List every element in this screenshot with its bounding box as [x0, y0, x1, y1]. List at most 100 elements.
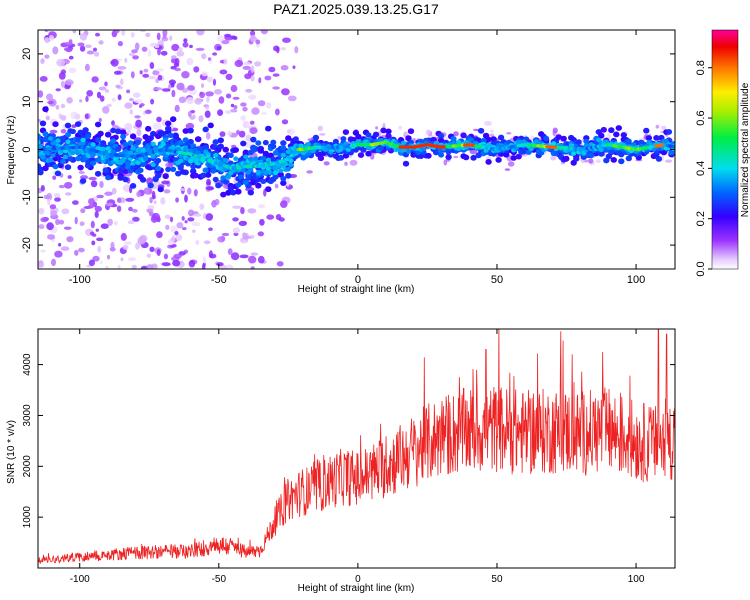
spectrogram-cell	[510, 155, 517, 161]
spectrogram-cell	[372, 131, 380, 138]
spectrogram-cell	[127, 130, 132, 135]
spectrogram-cell	[154, 44, 160, 49]
spectrogram-cell	[47, 100, 55, 105]
spectrogram-cell	[233, 105, 238, 110]
spectrogram-cell	[111, 187, 117, 195]
spectrogram-cell	[132, 55, 140, 60]
spectrogram-cell	[40, 185, 45, 192]
spectrogram-cell	[187, 127, 194, 134]
spectrogram-cell	[305, 142, 311, 147]
spectrogram-cell	[113, 220, 118, 226]
spectrogram-cell	[92, 201, 98, 208]
spectrogram-cell	[182, 227, 187, 231]
spectrogram-cell	[171, 235, 176, 242]
spectrogram-cell	[191, 222, 201, 227]
spectrogram-cell	[94, 211, 99, 218]
spectrogram-cell	[186, 57, 194, 66]
spectrogram-cell	[588, 158, 594, 164]
spectrogram-cell	[280, 153, 286, 158]
spectrogram-cell	[127, 140, 134, 146]
colorbar-tick-label: 0.6	[695, 110, 707, 125]
spectrogram-cell	[497, 134, 505, 141]
spectrogram-cell	[445, 154, 452, 161]
spectrogram-x-axis-label: Height of straight line (km)	[298, 284, 415, 295]
spectrogram-cell	[135, 139, 142, 145]
spectrogram-cell	[85, 95, 89, 102]
spectrogram-cell	[132, 92, 141, 98]
spectrogram-cell	[117, 94, 122, 101]
spectrogram-cell	[60, 128, 67, 134]
spectrogram-cell	[233, 156, 239, 161]
spectrogram-cell	[117, 41, 123, 47]
spectrogram-cell	[195, 239, 200, 245]
spectrogram-cell	[152, 70, 160, 76]
spectrogram-cell	[146, 253, 152, 258]
spectrogram-cell	[551, 141, 557, 146]
spectrogram-cell	[232, 205, 242, 209]
spectrogram-cell	[90, 220, 95, 229]
spectrogram-cell	[462, 154, 470, 161]
spectrogram-cell	[52, 46, 59, 55]
spectrogram-cell	[38, 133, 41, 139]
spectrogram-cell	[130, 71, 135, 79]
spectrogram-cell	[337, 136, 341, 140]
spectrogram-cell	[190, 168, 197, 175]
spectrogram-cell	[173, 253, 182, 259]
spectrogram-cell	[230, 84, 238, 93]
spectrogram-cell	[127, 220, 135, 225]
spectrogram-cell	[550, 155, 557, 161]
spectrogram-cell	[117, 175, 124, 181]
spectrogram-cell	[250, 75, 255, 82]
spectrogram-cell	[54, 197, 61, 202]
spectrogram-cell	[79, 178, 87, 184]
spectrogram-cell	[281, 88, 290, 96]
spectrogram-cell	[42, 131, 49, 137]
spectrogram-cell	[74, 121, 82, 127]
spectrogram-cell	[161, 262, 171, 267]
spectrogram-cell	[175, 197, 180, 203]
spectrogram-cell	[193, 66, 200, 73]
spectrogram-cell	[200, 172, 207, 179]
spectrogram-cell	[234, 59, 244, 68]
spectrogram-cell	[107, 254, 110, 260]
spectrogram-cell	[49, 35, 54, 41]
spectrogram-cell	[129, 183, 137, 189]
spectrogram-cell	[96, 194, 104, 199]
spectrogram-cell	[96, 237, 104, 242]
spectrogram-cell	[453, 155, 459, 159]
spectrogram-cell	[38, 224, 45, 230]
spectrogram-cell	[225, 93, 232, 99]
spectrogram-cell	[661, 125, 667, 130]
spectrogram-cell	[625, 155, 632, 162]
spectrogram-cell	[292, 136, 299, 142]
spectrogram-cell	[38, 90, 44, 98]
spectrogram-cell	[156, 231, 163, 239]
spectrogram-cell	[95, 137, 102, 143]
spectrogram-cell	[79, 221, 85, 226]
spectrogram-cell	[232, 96, 240, 100]
spectrogram-cell	[70, 128, 76, 135]
spectrogram-cell	[188, 159, 194, 164]
spectrogram-cell	[40, 58, 45, 64]
spectrogram-cell	[243, 61, 251, 66]
spectrogram-y-tick-label: 0	[21, 146, 33, 152]
spectrogram-cell	[122, 244, 129, 250]
spectrogram-cell	[204, 110, 211, 118]
spectrogram-cell	[152, 122, 162, 130]
snr-y-tick-label: 3000	[22, 404, 33, 427]
spectrogram-cell	[134, 42, 140, 51]
spectrogram-cell	[130, 32, 135, 38]
spectrogram-cell	[125, 160, 132, 167]
spectrogram-cell	[202, 167, 209, 173]
spectrogram-cell	[175, 170, 182, 177]
spectrogram-cell	[255, 170, 261, 175]
spectrogram-cell	[201, 71, 208, 77]
spectrogram-cell	[104, 131, 112, 138]
spectrogram-cell	[160, 197, 166, 205]
spectrogram-cell	[152, 212, 160, 221]
spectrogram-cell	[88, 204, 94, 209]
spectrogram-cell	[337, 154, 345, 161]
spectrogram-cell	[319, 133, 326, 136]
spectrogram-cell	[155, 165, 162, 172]
spectrogram-cell	[153, 200, 157, 204]
